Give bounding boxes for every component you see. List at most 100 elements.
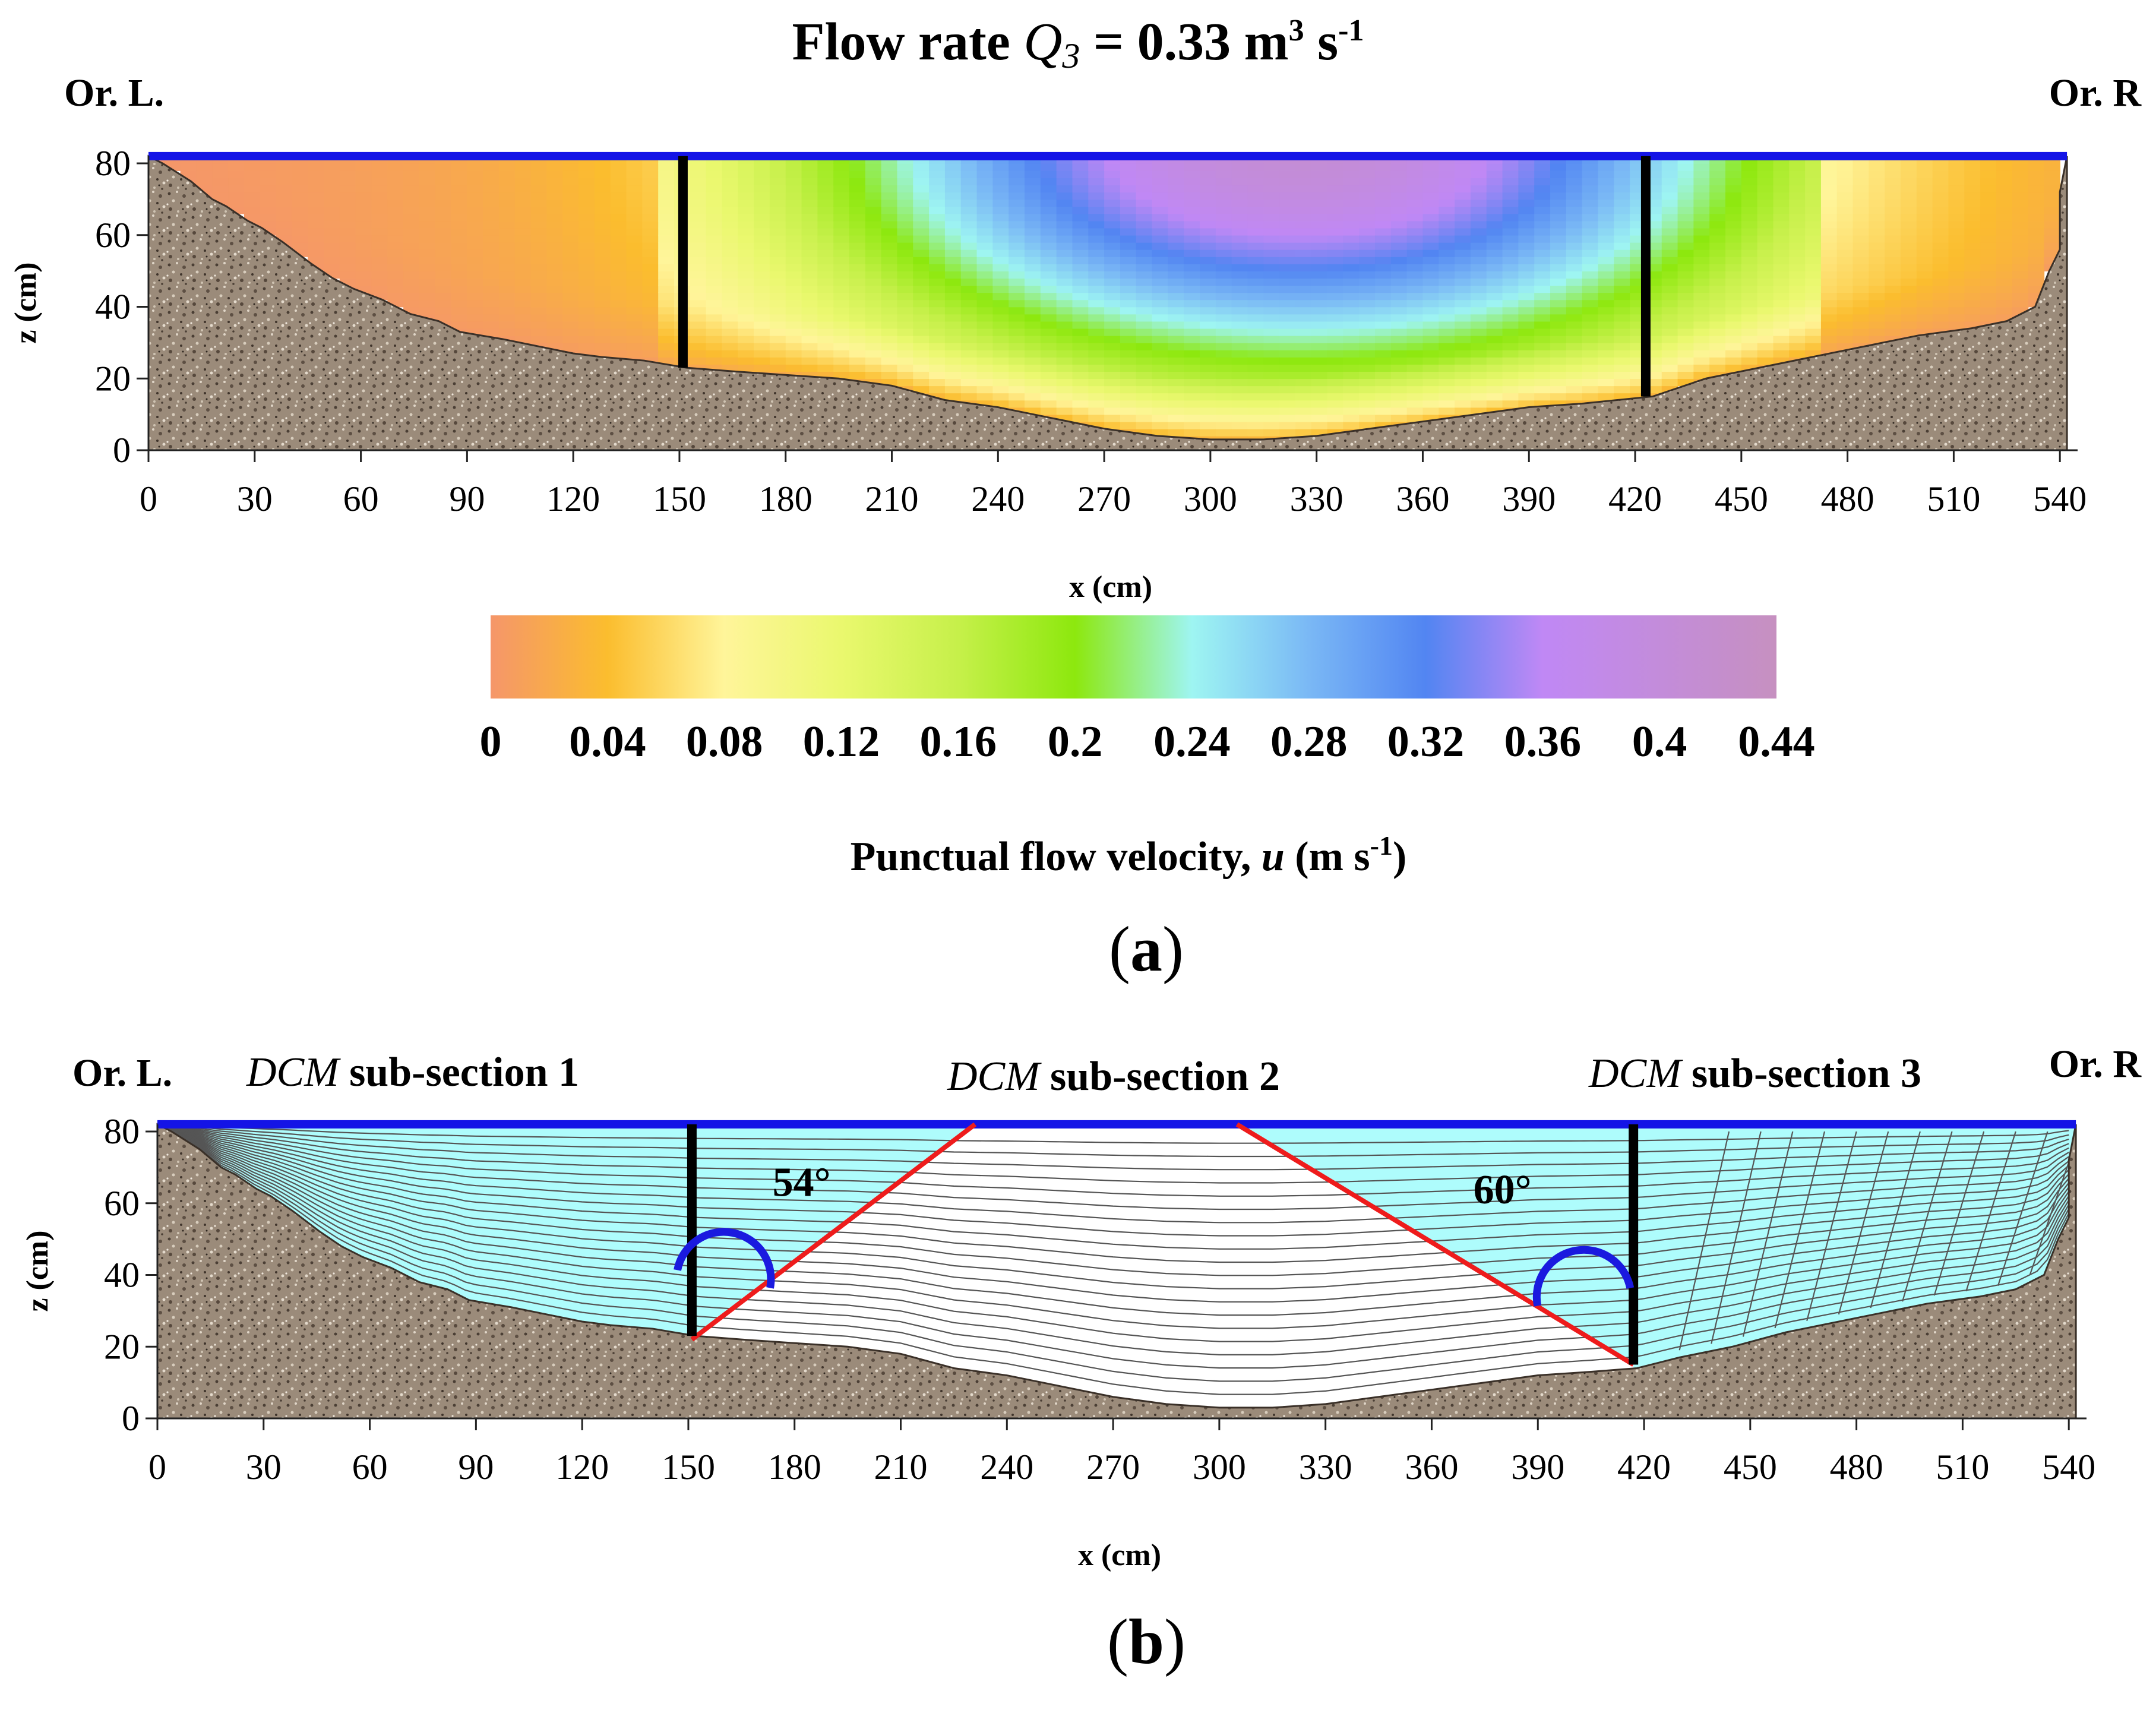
velocity-cell xyxy=(530,206,548,214)
velocity-cell xyxy=(1168,271,1184,279)
velocity-cell xyxy=(1964,292,1981,301)
velocity-cell xyxy=(1741,299,1758,308)
velocity-cell xyxy=(1614,220,1630,229)
velocity-cell xyxy=(1550,371,1567,380)
isovel-contour-line xyxy=(157,1124,2069,1263)
velocity-cell xyxy=(944,357,962,365)
velocity-cell xyxy=(1009,278,1025,286)
velocity-cell xyxy=(1375,178,1392,186)
x-tick-label: 360 xyxy=(1396,479,1449,519)
velocity-cell xyxy=(1614,335,1630,343)
velocity-cell xyxy=(1422,321,1440,329)
velocity-cell xyxy=(1375,185,1392,193)
panel-b-interface-lines xyxy=(690,1122,1635,1367)
velocity-cell xyxy=(1247,328,1264,336)
velocity-cell xyxy=(1152,206,1169,214)
velocity-cell xyxy=(1486,192,1503,200)
velocity-cell xyxy=(1614,178,1630,186)
velocity-cell xyxy=(1677,192,1695,200)
velocity-cell xyxy=(1709,163,1726,171)
velocity-cell xyxy=(1885,206,1901,214)
velocity-cell xyxy=(1104,342,1121,350)
velocity-cell xyxy=(1279,285,1296,293)
velocity-cell xyxy=(1693,314,1710,322)
velocity-cell xyxy=(1582,278,1599,286)
velocity-cell xyxy=(1518,314,1535,322)
colorbar-tick: 0.44 xyxy=(1738,718,1815,766)
velocity-cell xyxy=(1184,199,1200,207)
velocity-cell xyxy=(1422,306,1440,315)
velocity-cell xyxy=(530,220,548,229)
velocity-cell xyxy=(562,163,579,171)
velocity-cell xyxy=(1327,328,1344,336)
velocity-cell xyxy=(833,314,850,322)
velocity-cell xyxy=(1470,199,1487,207)
velocity-cell xyxy=(1693,256,1710,264)
velocity-cell xyxy=(1518,213,1535,222)
velocity-cell xyxy=(1980,306,1997,315)
velocity-cell xyxy=(1518,163,1535,171)
velocity-cell xyxy=(801,306,818,315)
velocity-cell xyxy=(1582,285,1599,293)
velocity-cell xyxy=(738,349,754,358)
velocity-cell xyxy=(722,264,739,271)
velocity-cell xyxy=(1359,271,1376,279)
velocity-cell xyxy=(738,256,754,264)
velocity-cell xyxy=(976,249,994,257)
velocity-cell xyxy=(976,271,994,279)
velocity-cell xyxy=(1120,400,1137,408)
velocity-cell xyxy=(960,342,978,350)
velocity-cell xyxy=(706,292,723,301)
velocity-cell xyxy=(690,213,707,222)
velocity-cell xyxy=(1518,385,1535,394)
velocity-cell xyxy=(929,264,946,271)
velocity-cell xyxy=(849,264,866,271)
velocity-cell xyxy=(1375,328,1392,336)
velocity-cell xyxy=(1295,385,1312,394)
velocity-cell xyxy=(1550,357,1567,365)
panel-b-interface-angles: 54° 60° xyxy=(674,1160,1635,1307)
velocity-cell xyxy=(355,235,372,243)
velocity-cell xyxy=(594,213,611,222)
velocity-cell xyxy=(1263,163,1280,171)
velocity-cell xyxy=(1677,271,1695,279)
velocity-cell xyxy=(1916,213,1933,222)
velocity-cell xyxy=(1709,192,1726,200)
velocity-cell xyxy=(403,285,420,293)
velocity-cell xyxy=(1455,292,1471,301)
velocity-cell xyxy=(1184,220,1200,229)
colorbar-tick-labels: 0 0.04 0.08 0.12 0.16 0.2 0.24 0.28 0.32 0.36 0.4 0… xyxy=(480,718,1815,766)
velocity-cell xyxy=(1805,264,1822,271)
velocity-cell xyxy=(865,220,882,229)
velocity-cell xyxy=(1343,349,1360,358)
velocity-cell xyxy=(371,271,388,279)
velocity-cell xyxy=(1215,163,1232,171)
velocity-cell xyxy=(339,185,356,193)
velocity-cell xyxy=(1279,314,1296,322)
velocity-cell xyxy=(324,199,340,207)
velocity-cell xyxy=(1709,364,1726,372)
velocity-cell xyxy=(499,178,516,186)
velocity-cell xyxy=(578,278,595,286)
velocity-cell xyxy=(1741,170,1758,178)
velocity-cell xyxy=(1200,378,1216,387)
velocity-cell xyxy=(1231,349,1248,358)
velocity-cell xyxy=(865,227,882,236)
velocity-cell xyxy=(1693,371,1710,380)
velocity-cell xyxy=(1390,170,1408,178)
velocity-cell xyxy=(1406,199,1424,207)
x-tick-label: 390 xyxy=(1502,479,1556,519)
velocity-cell xyxy=(1375,393,1392,401)
velocity-cell xyxy=(1455,342,1471,350)
velocity-cell xyxy=(1439,213,1455,222)
velocity-cell xyxy=(1486,371,1503,380)
velocity-cell xyxy=(1550,278,1567,286)
velocity-cell xyxy=(514,213,532,222)
velocity-cell xyxy=(1470,278,1487,286)
velocity-cell xyxy=(1104,170,1121,178)
velocity-cell xyxy=(1789,264,1806,271)
velocity-cell xyxy=(1486,242,1503,250)
velocity-cell xyxy=(1502,235,1519,243)
velocity-cell xyxy=(2028,220,2045,229)
velocity-cell xyxy=(1598,292,1615,301)
